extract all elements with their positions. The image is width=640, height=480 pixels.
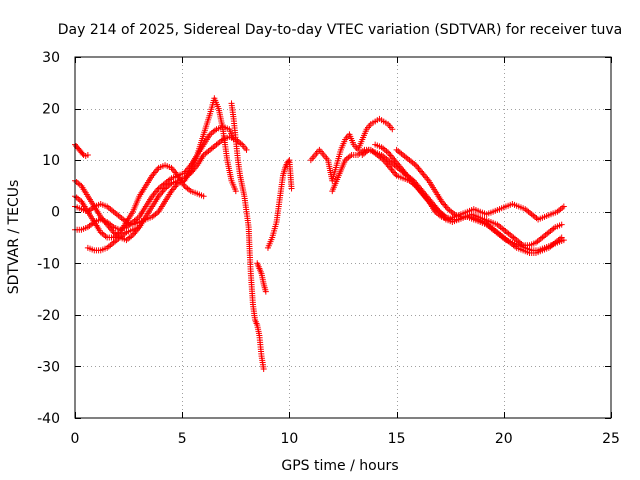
series-arc-4 [72,162,207,241]
y-axis-label: SDTVAR / TECUs [6,180,22,295]
data-point [262,288,269,295]
series-arc-13 [372,141,565,256]
series-arc-14 [393,146,567,254]
data-point [84,151,91,158]
data-point [285,158,292,165]
series-arc-6 [84,224,143,254]
grid-lines [75,57,611,418]
y-tick-label: 0 [51,205,60,221]
y-tick-label: -40 [37,411,60,427]
chart-title: Day 214 of 2025, Sidereal Day-to-day VTE… [58,22,622,38]
y-tick-label: 30 [42,50,60,66]
data-point [243,146,250,153]
y-tick-labels: -40 -30 -20 -10 0 10 20 30 [37,50,60,427]
x-tick-label: 15 [388,431,406,447]
data-point [560,237,567,244]
x-tick-label: 0 [71,431,80,447]
y-tick-label: 20 [42,102,60,118]
plot-frame [74,56,612,419]
y-tick-label: -10 [37,256,60,272]
x-tick-labels: 0 5 10 15 20 25 [71,431,620,447]
x-tick-label: 25 [602,431,620,447]
axis-ticks [75,57,612,419]
x-tick-label: 5 [178,431,187,447]
series-arc-10 [307,115,396,184]
x-tick-label: 10 [280,431,298,447]
data-point [389,126,396,133]
data-point [136,224,143,231]
data-point [200,193,207,200]
data-points [72,95,567,373]
data-point [558,221,565,228]
y-tick-label: -30 [37,359,60,375]
series-arc-8 [254,260,269,295]
series-arc-12 [359,146,565,249]
y-tick-label: -20 [37,308,60,324]
data-point [560,203,567,210]
data-point [288,185,295,192]
data-point [232,188,239,195]
data-point [79,150,86,157]
series-arc-7 [228,100,267,373]
y-tick-label: 10 [42,153,60,169]
x-axis-label: GPS time / hours [281,458,398,474]
data-point [260,366,267,373]
x-tick-label: 20 [495,431,513,447]
series-arc-9 [264,157,295,251]
series-arc-5 [72,95,239,228]
